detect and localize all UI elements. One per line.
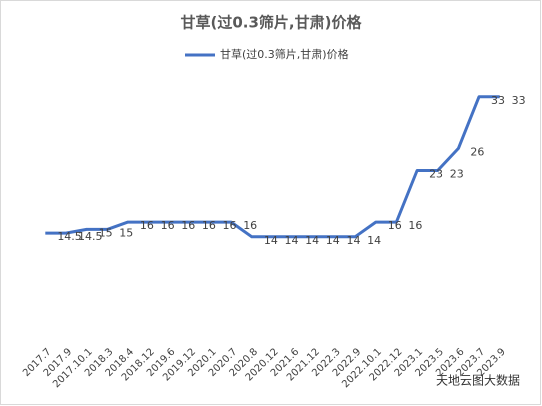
data-label: 23: [429, 167, 443, 180]
data-label: 23: [450, 167, 464, 180]
legend-label: 甘草(过0.3筛片,甘肃)价格: [220, 47, 349, 61]
line: [45, 95, 500, 239]
data-label: 16: [161, 219, 175, 232]
data-label: 33: [491, 94, 505, 107]
data-label: 16: [202, 219, 216, 232]
data-label: 16: [388, 219, 402, 232]
data-label: 16: [223, 219, 237, 232]
data-label: 14.5: [78, 230, 103, 243]
data-label: 14: [305, 234, 319, 247]
data-label: 14: [285, 234, 299, 247]
data-label: 14: [326, 234, 340, 247]
data-label: 14: [346, 234, 360, 247]
data-label: 16: [181, 219, 195, 232]
data-label: 14.5: [57, 230, 82, 243]
data-label: 15: [99, 226, 113, 239]
watermark: 天地云图大数据: [436, 373, 520, 388]
data-label: 14: [367, 234, 381, 247]
data-label: 16: [408, 219, 422, 232]
data-label: 15: [119, 226, 133, 239]
data-label: 33: [512, 94, 526, 107]
data-label: 26: [470, 145, 484, 158]
chart-title: 甘草(过0.3筛片,甘肃)价格: [181, 14, 363, 32]
data-label: 16: [243, 219, 257, 232]
data-label: 16: [140, 219, 154, 232]
data-label: 14: [264, 234, 278, 247]
